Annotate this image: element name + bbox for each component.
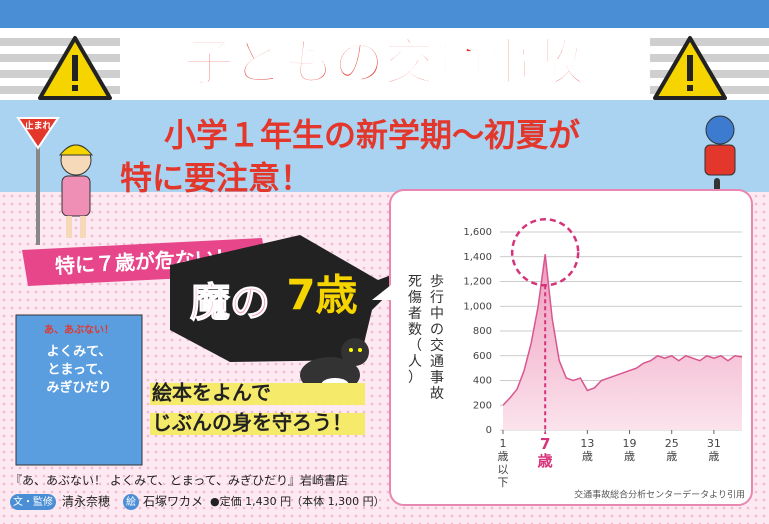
area-fill (503, 254, 742, 430)
book-cover-text: みぎひだり (46, 380, 111, 396)
book-cover-text: あ、あぶない！ (44, 323, 114, 336)
slogan: 絵本をよんで (152, 381, 271, 405)
warning-left (38, 36, 112, 100)
y-tick-label: 1,200 (463, 277, 492, 288)
book-cover (15, 314, 143, 466)
chart-source: 交通事故総合分析センターデータより引用 (574, 489, 745, 501)
y-axis-title: 死傷者数（人） (408, 274, 422, 386)
y-tick-label: 1,600 (463, 227, 492, 238)
illustrator: 石塚ワカメ (143, 495, 203, 509)
child-illustration (58, 144, 94, 238)
x-tick-label: 1 歳以下 (498, 437, 509, 489)
illustrator-role: 絵 (126, 495, 136, 508)
chart: 0 200 400 600 800 1,000 1,200 1,400 1,600 歩行中の交通事… (408, 218, 743, 489)
slogan: じぶんの身を守ろう！ (152, 411, 352, 435)
warning-right (653, 36, 727, 100)
y-tick-label: 1,000 (463, 301, 492, 312)
headline-line: 特に要注意！ (120, 159, 312, 197)
stop-sign: 止まれ (16, 117, 60, 245)
chart-panel (389, 189, 753, 506)
headline-band (0, 100, 769, 192)
title: 子どもの交通事故 (184, 34, 584, 92)
callout-burst (170, 235, 418, 362)
pointer (372, 262, 420, 300)
book-cover-text: よくみて、 (47, 345, 112, 360)
y-tick-label: 800 (473, 326, 492, 337)
author: 清永奈穂 (62, 495, 110, 509)
price: ●定価 1,430 円（本体 1,300 円） (210, 494, 385, 508)
role-pill (123, 494, 139, 510)
area-line (502, 254, 743, 406)
y-tick-label: 400 (473, 376, 492, 387)
y-tick-label: 1,400 (463, 252, 492, 263)
headline-line: 小学１年生の新学期～初夏が (164, 116, 580, 154)
x-tick-label: 19 歳 (623, 437, 637, 463)
y-tick-label: 200 (473, 400, 492, 411)
role-pill (10, 494, 56, 510)
slogan-highlight (150, 383, 365, 405)
top-band (0, 0, 769, 28)
x-tick-label: 31 歳 (707, 437, 721, 463)
title-band (0, 28, 769, 100)
slogan-highlight (150, 413, 365, 435)
stop-sign-text: 止まれ (24, 120, 51, 132)
y-axis-title: 歩行中の交通事故 (430, 274, 444, 402)
author-role: 文・監修 (13, 495, 53, 508)
book-title: 『あ、あぶない！ よくみて、とまって、みぎひだり』岩崎書店 (10, 473, 348, 488)
y-tick-label: 600 (473, 351, 492, 362)
callout-age: 7歳 (286, 271, 357, 320)
y-tick-label: 0 (486, 425, 492, 436)
callout-prefix: 魔の (190, 280, 270, 326)
x-tick-label: 25 歳 (665, 437, 679, 463)
book-cover-text: とまって、 (47, 363, 110, 378)
x-tick-label: 13 歳 (580, 437, 594, 463)
